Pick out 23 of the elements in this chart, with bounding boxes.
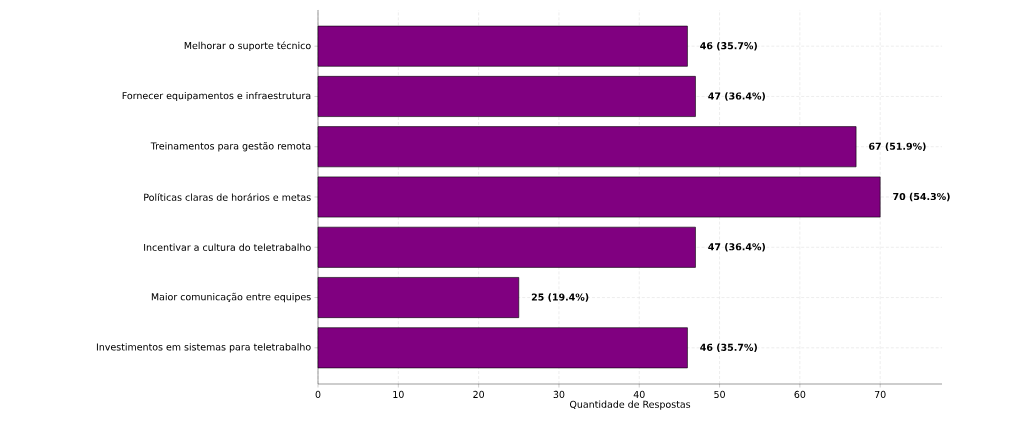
x-tick-label: 40 [633,390,645,399]
data-label: 70 (54.3%) [893,192,950,202]
y-tick-label: Melhorar o suporte técnico [184,41,311,51]
x-tick-label: 60 [794,390,806,399]
x-tick-label: 70 [874,390,886,399]
y-tick-label: Incentivar a cultura do teletrabalho [144,243,311,251]
data-label: 46 (35.7%) [700,41,757,51]
x-axis-title: Quantidade de Respostas [569,400,691,410]
data-label: 67 (51.9%) [869,142,926,151]
x-tick-label: 50 [714,390,725,399]
y-tick-label: Fornecer equipamentos e infraestrutura [122,91,311,102]
data-label: 47 (36.4%) [708,92,765,101]
x-tick-label: 30 [553,390,565,399]
y-tick-label: Treinamentos para gestão remota [150,142,311,152]
x-tick-label: 20 [473,390,485,399]
data-label: 47 (36.4%) [708,243,765,252]
y-tick-label: Investimentos em sistemas para teletrabalho [96,343,311,353]
y-tick-label: Maior comunicação entre equipes [151,292,311,303]
data-label: 46 (35.7%) [700,343,757,353]
x-tick-label: 10 [393,390,404,399]
y-tick-label: Políticas claras de horários e metas [144,193,311,201]
data-label: 25 (19.4%) [531,293,589,302]
x-tick-label: 0 [315,390,321,399]
